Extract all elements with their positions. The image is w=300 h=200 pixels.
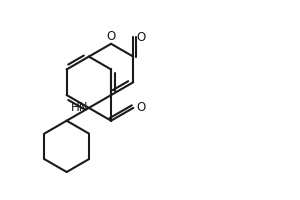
Text: O: O bbox=[106, 30, 116, 43]
Text: HN: HN bbox=[71, 101, 89, 114]
Text: O: O bbox=[136, 31, 146, 44]
Text: O: O bbox=[136, 101, 146, 114]
